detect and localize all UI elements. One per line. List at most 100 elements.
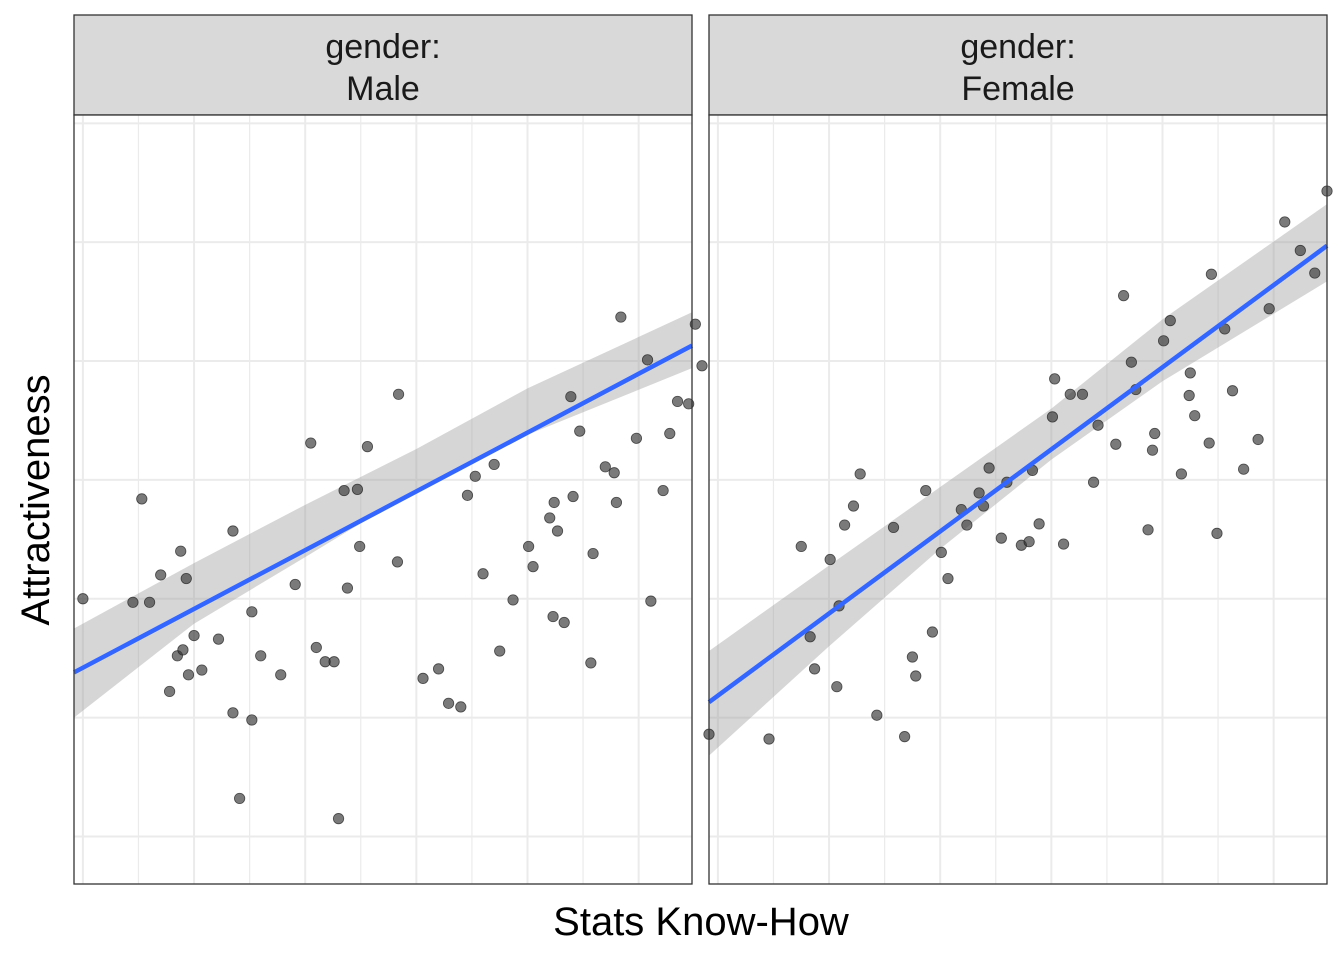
data-point xyxy=(305,437,317,449)
data-point xyxy=(255,650,267,662)
data-point xyxy=(973,487,985,499)
data-point xyxy=(1309,267,1321,279)
data-point xyxy=(136,493,148,505)
confidence-band-area xyxy=(709,204,1327,756)
data-point xyxy=(338,484,350,497)
data-point xyxy=(1189,410,1201,422)
data-point xyxy=(1203,437,1215,449)
strip-male-line1: gender: xyxy=(325,28,440,66)
data-point xyxy=(127,596,139,608)
data-point xyxy=(615,311,627,323)
data-point xyxy=(983,462,995,474)
data-point xyxy=(558,616,570,629)
data-point xyxy=(574,425,586,437)
data-point xyxy=(155,569,167,581)
data-point xyxy=(488,458,500,471)
panel-male-points xyxy=(77,311,708,825)
data-point xyxy=(182,669,195,681)
data-point xyxy=(163,685,176,698)
data-point xyxy=(763,733,775,745)
data-point xyxy=(469,470,481,482)
data-point xyxy=(1146,444,1159,456)
data-point xyxy=(1279,216,1291,228)
data-point xyxy=(887,521,900,534)
data-point xyxy=(926,626,939,638)
data-point xyxy=(1226,385,1239,397)
data-point xyxy=(961,519,973,531)
data-point xyxy=(461,489,474,501)
data-point xyxy=(1175,468,1187,480)
data-point xyxy=(455,701,467,713)
data-point xyxy=(1142,524,1154,536)
data-point xyxy=(1294,244,1306,257)
data-point xyxy=(610,496,623,509)
data-point xyxy=(1125,356,1137,368)
data-point xyxy=(442,697,455,709)
data-point xyxy=(227,707,239,719)
data-point xyxy=(795,540,807,553)
data-point xyxy=(854,468,866,480)
panel-male-border xyxy=(73,114,693,885)
strip-male xyxy=(73,14,693,116)
data-point xyxy=(899,731,911,743)
data-point xyxy=(587,547,599,560)
panel-male-fit-line xyxy=(72,343,694,675)
strip-female-line1: gender: xyxy=(960,28,1075,66)
data-point xyxy=(548,496,560,509)
data-point xyxy=(585,657,597,669)
panel-female-confidence-band xyxy=(709,204,1327,756)
data-point xyxy=(804,631,816,643)
data-point xyxy=(630,432,643,444)
data-point xyxy=(906,651,919,663)
panel-male: gender: Male xyxy=(72,14,708,885)
data-point xyxy=(1211,527,1223,539)
data-point xyxy=(599,461,611,473)
data-point xyxy=(1087,476,1100,488)
data-point xyxy=(1092,419,1104,431)
data-point xyxy=(1238,463,1250,475)
data-point xyxy=(417,672,429,684)
data-point xyxy=(1263,303,1275,315)
data-point xyxy=(332,813,345,825)
data-point xyxy=(275,669,287,681)
data-point xyxy=(824,553,836,566)
data-point xyxy=(847,500,860,512)
data-point xyxy=(1164,315,1176,327)
data-point xyxy=(1205,268,1218,280)
data-point xyxy=(354,540,366,553)
data-point xyxy=(494,645,506,657)
data-point xyxy=(328,656,340,668)
data-point xyxy=(1076,388,1089,400)
data-point xyxy=(1149,427,1161,440)
data-point xyxy=(351,483,364,495)
panel-female-border xyxy=(708,114,1328,885)
panel-female-gridlines xyxy=(709,115,1327,884)
data-point xyxy=(608,467,620,479)
data-point xyxy=(1033,518,1045,530)
data-point xyxy=(289,578,301,591)
data-point xyxy=(831,681,843,693)
strip-female-line2: Female xyxy=(961,70,1074,108)
data-point xyxy=(392,388,405,400)
data-point xyxy=(839,519,851,531)
data-point xyxy=(995,532,1007,544)
data-point xyxy=(180,572,192,585)
data-point xyxy=(1049,373,1061,385)
data-point xyxy=(683,398,695,410)
panel-female-background xyxy=(709,115,1327,884)
panel-female: gender: Female xyxy=(703,14,1333,885)
data-point xyxy=(547,610,559,623)
data-point xyxy=(523,540,535,553)
data-point xyxy=(1057,538,1070,550)
data-point xyxy=(227,525,239,537)
data-point xyxy=(196,664,208,676)
regression-line xyxy=(72,343,694,675)
data-point xyxy=(177,644,189,656)
panel-male-gridlines xyxy=(74,115,692,884)
data-point xyxy=(432,663,445,675)
data-point xyxy=(341,582,354,594)
data-point xyxy=(1158,335,1170,347)
y-axis-title: Attractiveness xyxy=(14,374,58,625)
data-point xyxy=(234,792,246,805)
